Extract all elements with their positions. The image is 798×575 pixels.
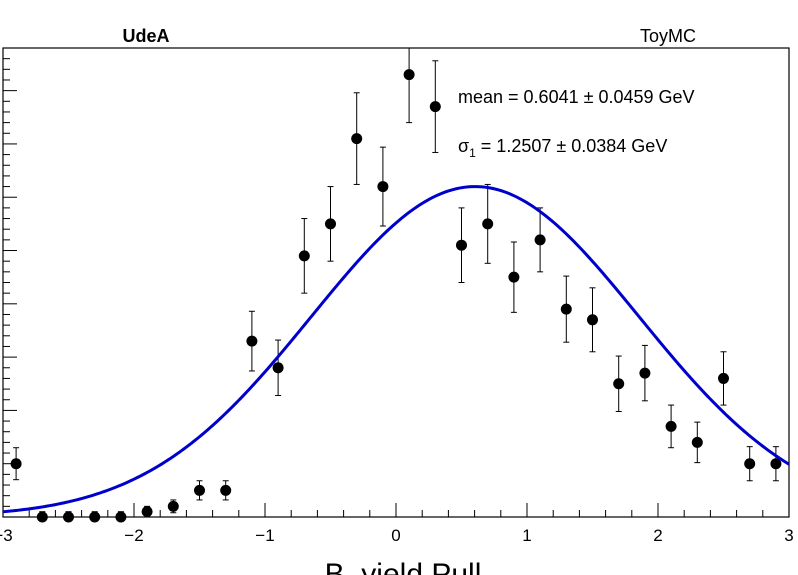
data-marker: [587, 314, 598, 326]
data-marker: [167, 500, 179, 512]
data-point: [194, 480, 205, 501]
data-point: [639, 344, 651, 402]
data-marker: [36, 511, 48, 523]
header-right-label: ToyMC: [640, 26, 696, 46]
data-marker: [744, 458, 756, 470]
data-marker: [482, 218, 494, 230]
data-point: [115, 511, 127, 523]
x-tick-label: −3: [0, 526, 13, 545]
data-point: [246, 310, 258, 372]
data-marker: [351, 133, 363, 145]
data-marker: [639, 367, 651, 379]
data-marker: [220, 484, 232, 496]
data-marker: [560, 303, 572, 315]
data-marker: [377, 181, 389, 193]
data-marker: [508, 271, 520, 283]
data-marker: [613, 378, 625, 390]
data-point: [587, 287, 598, 353]
y-axis-ticks: [3, 47, 17, 518]
x-tick-label: −2: [124, 526, 143, 545]
sigma-symbol: σ: [458, 136, 469, 156]
data-marker: [194, 484, 205, 496]
data-point: [482, 183, 494, 264]
sigma-value: = 1.2507 ± 0.0384 GeV: [476, 136, 668, 156]
data-point: [456, 207, 467, 283]
data-point: [351, 92, 363, 185]
x-tick-label: 0: [391, 526, 400, 545]
data-marker: [456, 239, 467, 251]
data-point: [36, 511, 48, 523]
x-axis-title: B_yield Pull: [325, 558, 482, 575]
data-marker: [89, 511, 101, 523]
data-marker: [141, 506, 153, 518]
x-tick-label: 3: [784, 526, 793, 545]
data-point: [718, 351, 729, 406]
data-point: [272, 339, 284, 396]
data-point: [220, 480, 232, 501]
data-point: [534, 207, 546, 273]
data-point: [10, 447, 22, 481]
x-axis-ticks: −3 −2 −1 0 1 2 3: [0, 503, 794, 545]
data-point: [63, 511, 74, 523]
x-tick-label: 1: [522, 526, 531, 545]
data-point: [141, 505, 153, 518]
data-marker: [534, 234, 546, 246]
data-point: [691, 421, 703, 464]
data-marker: [272, 362, 284, 374]
mean-annotation: mean = 0.6041 ± 0.0459 GeV: [458, 87, 695, 107]
x-tick-label: −1: [255, 526, 274, 545]
data-marker: [691, 436, 703, 448]
data-point: [613, 355, 625, 412]
data-marker: [403, 69, 415, 81]
data-point: [560, 275, 572, 343]
x-tick-label: 2: [653, 526, 662, 545]
data-marker: [770, 458, 782, 470]
data-marker: [246, 335, 258, 347]
data-marker: [429, 101, 441, 113]
data-point: [429, 60, 441, 153]
data-point: [167, 499, 179, 514]
data-point: [377, 146, 389, 227]
data-marker: [325, 218, 336, 230]
data-marker: [665, 420, 677, 432]
data-point: [665, 404, 677, 449]
data-marker: [115, 511, 127, 523]
data-marker: [63, 511, 74, 523]
data-marker: [298, 250, 310, 262]
data-point: [325, 186, 336, 262]
data-point: [770, 446, 782, 482]
data-point: [508, 241, 520, 313]
data-point: [298, 218, 310, 294]
data-point: [744, 446, 756, 482]
sigma-subscript: 1: [469, 146, 476, 160]
header-left-label: UdeA: [122, 26, 169, 46]
data-point: [89, 511, 101, 523]
data-marker: [718, 372, 729, 384]
gaussian-fit-curve: [2, 185, 790, 514]
sigma-annotation: σ1 = 1.2507 ± 0.0384 GeV: [458, 136, 667, 160]
data-points: [10, 47, 782, 523]
data-point: [403, 47, 415, 124]
data-marker: [10, 458, 22, 470]
